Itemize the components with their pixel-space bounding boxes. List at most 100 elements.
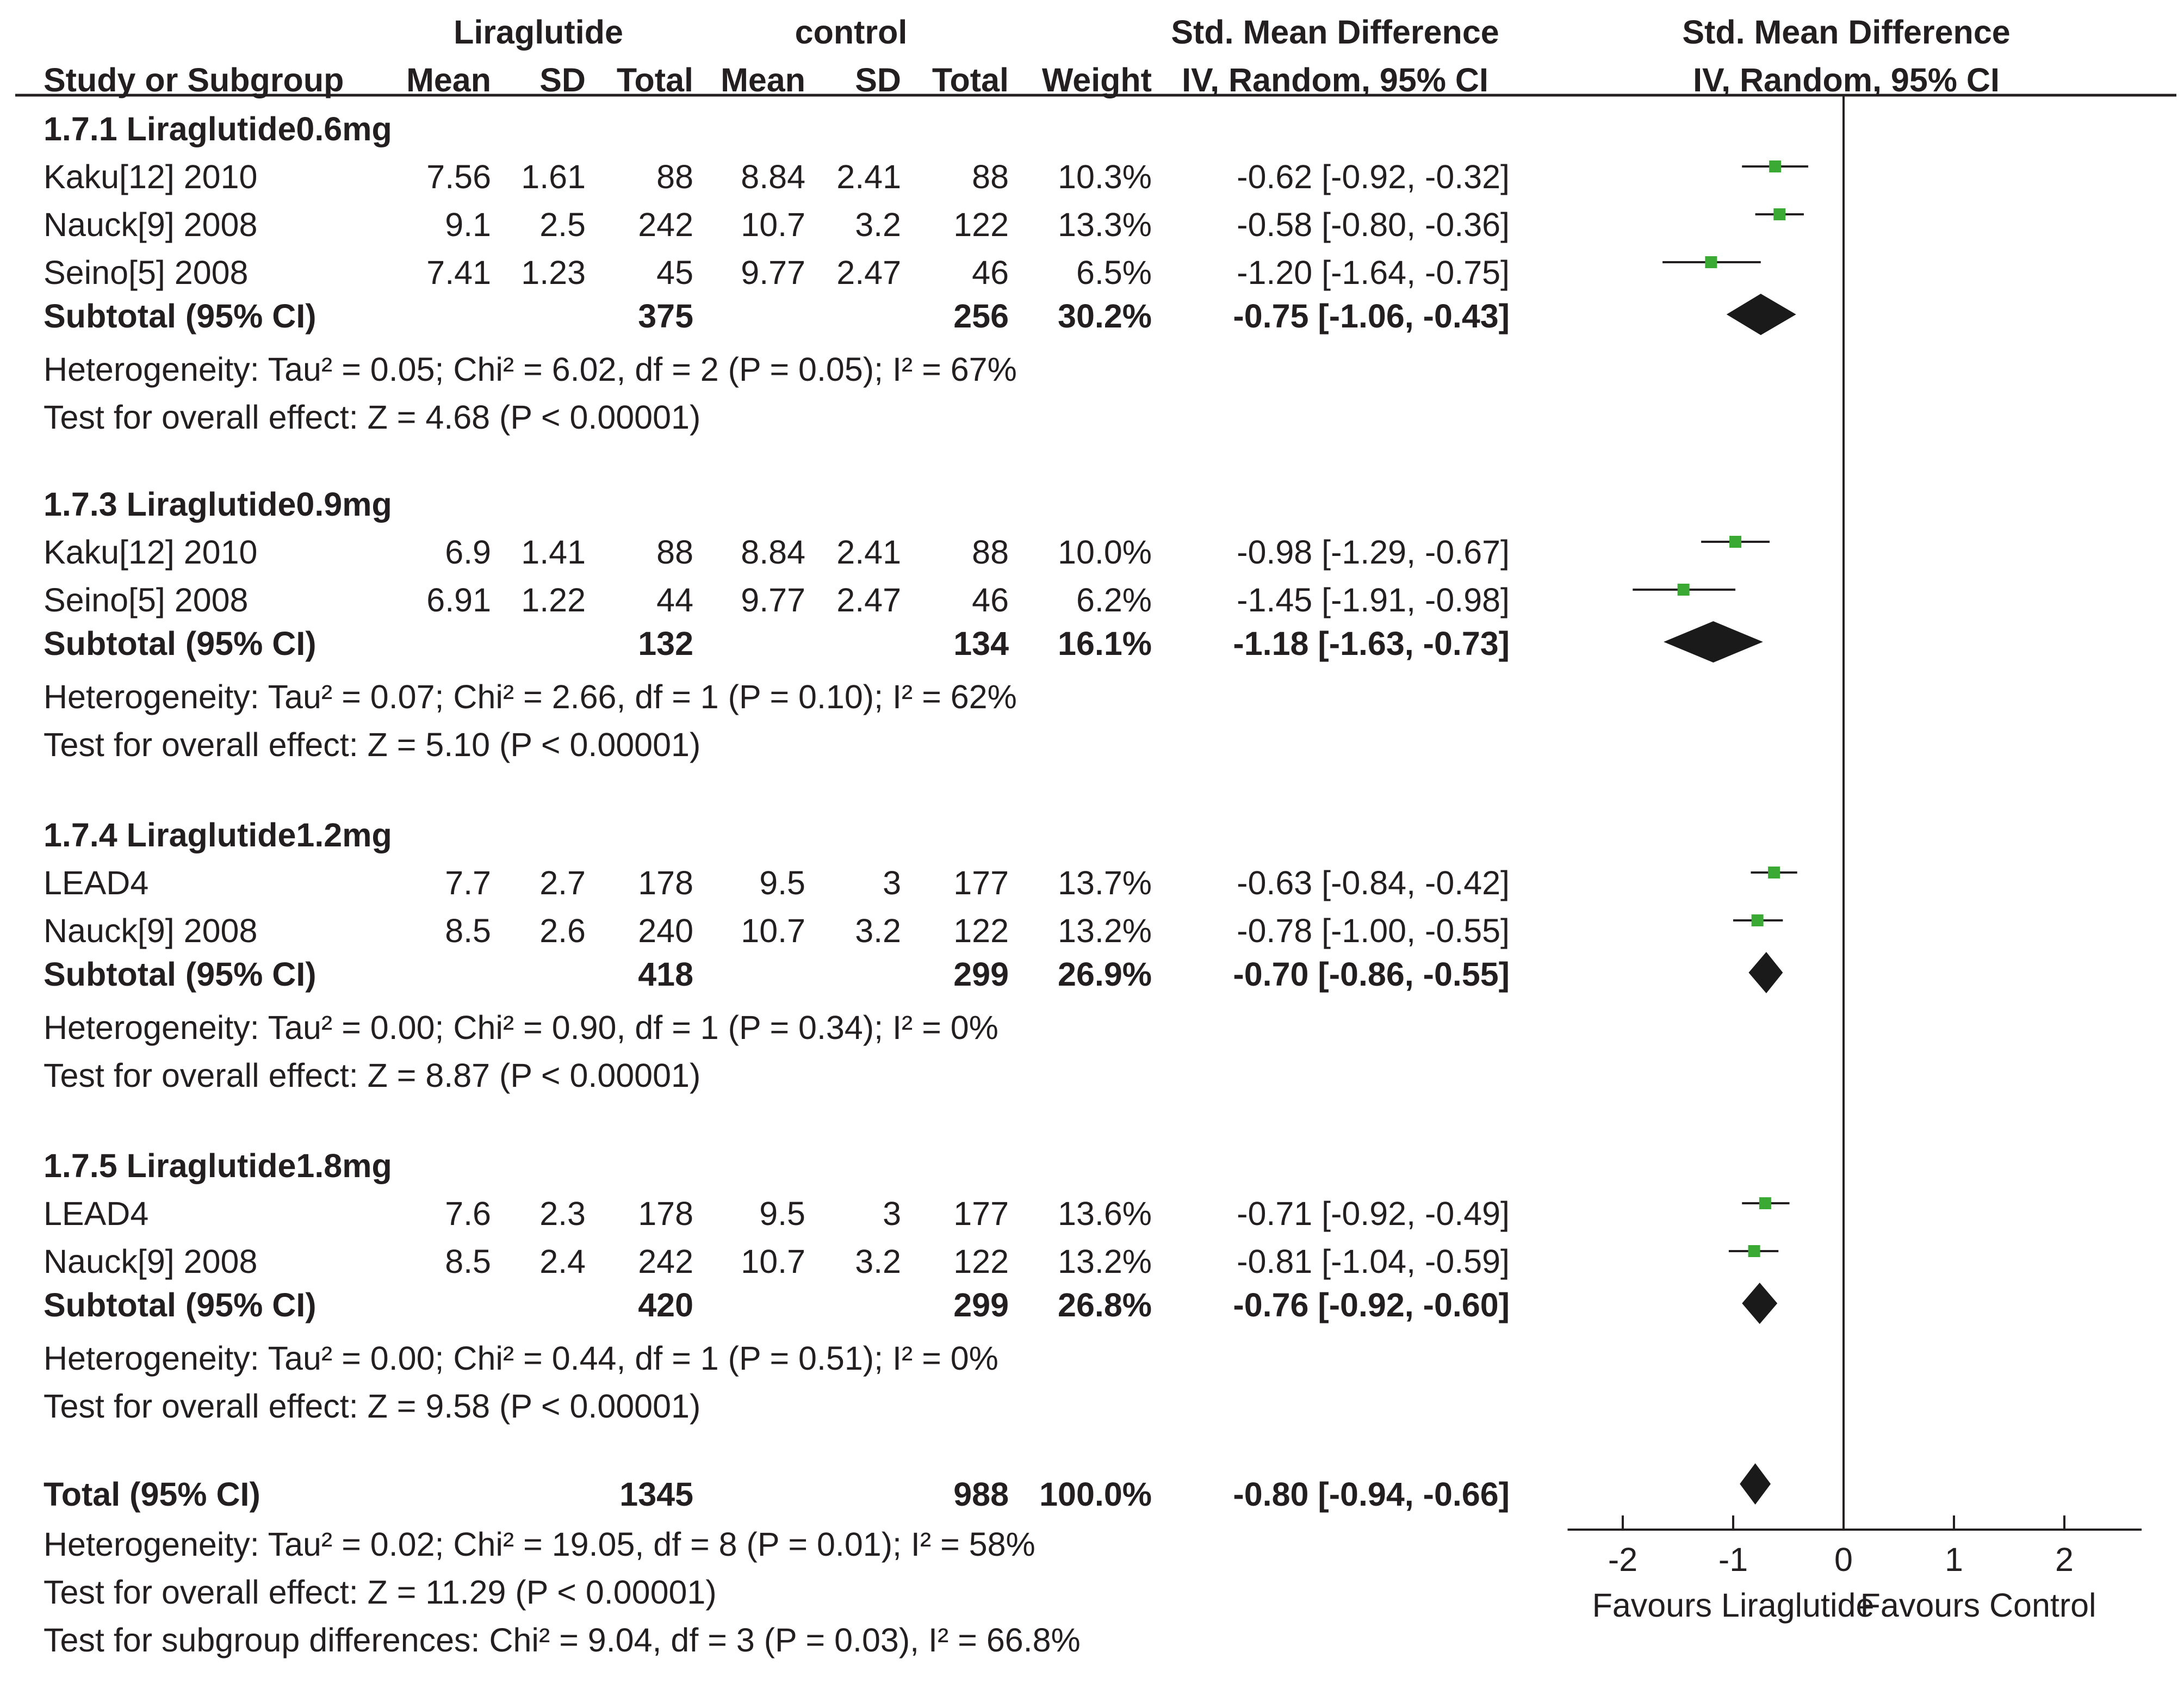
study-weight: 10.3% <box>1058 158 1152 195</box>
heterogeneity-text: Heterogeneity: Tau² = 0.05; Chi² = 6.02,… <box>44 351 1017 388</box>
subtotal-diamond <box>1742 1283 1778 1324</box>
forest-rows: 1.7.1 Liraglutide0.6mg Kaku[12] 2010 7.56 1… <box>44 110 1809 1659</box>
subtotal-diamond <box>1726 294 1796 335</box>
study-total-control: 122 <box>953 206 1009 243</box>
study-mean-liraglutide: 8.5 <box>445 1243 491 1280</box>
total-weight: 100.0% <box>1039 1476 1152 1513</box>
col-header-sd2: SD <box>855 61 901 98</box>
study-total-liraglutide: 240 <box>638 912 693 949</box>
study-mean-control: 10.7 <box>741 912 805 949</box>
study-name: Seino[5] 2008 <box>44 254 248 291</box>
x-axis-tick-label: 2 <box>2055 1541 2074 1578</box>
subtotal-diamond <box>1664 621 1763 663</box>
group2-header: control <box>795 14 908 51</box>
total-label: Total (95% CI) <box>44 1476 260 1513</box>
study-name: Nauck[9] 2008 <box>44 206 257 243</box>
study-total-control: 177 <box>953 864 1009 901</box>
study-total-liraglutide: 178 <box>638 864 693 901</box>
col-header-total2: Total <box>932 61 1009 98</box>
favours-left-label: Favours Liraglutide <box>1592 1587 1875 1624</box>
total-smd-ci: -0.80 [-0.94, -0.66] <box>1233 1476 1510 1513</box>
total-control: 988 <box>953 1476 1009 1513</box>
study-name: Nauck[9] 2008 <box>44 912 257 949</box>
smd-column-title: Std. Mean Difference <box>1171 14 1499 51</box>
study-total-control: 88 <box>972 158 1009 195</box>
subtotal-total-liraglutide: 418 <box>638 956 693 993</box>
study-marker <box>1768 867 1780 878</box>
subtotal-smd-ci: -0.70 [-0.86, -0.55] <box>1233 956 1510 993</box>
subgroup-title: 1.7.5 Liraglutide1.8mg <box>44 1147 392 1184</box>
study-mean-liraglutide: 7.6 <box>445 1195 491 1232</box>
study-sd-liraglutide: 1.61 <box>521 158 586 195</box>
study-mean-liraglutide: 7.7 <box>445 864 491 901</box>
study-mean-control: 8.84 <box>741 534 805 571</box>
col-header-weight: Weight <box>1042 61 1152 98</box>
study-sd-liraglutide: 1.23 <box>521 254 586 291</box>
overall-effect-text: Test for overall effect: Z = 8.87 (P < 0… <box>44 1057 700 1094</box>
x-axis-tick-label: -2 <box>1608 1541 1637 1578</box>
study-weight: 13.2% <box>1058 1243 1152 1280</box>
smd-column-method: IV, Random, 95% CI <box>1182 61 1488 98</box>
subtotal-label: Subtotal (95% CI) <box>44 298 317 335</box>
study-smd-ci: -1.45 [-1.91, -0.98] <box>1237 581 1510 618</box>
study-total-control: 122 <box>953 912 1009 949</box>
x-axis-tick-label: -1 <box>1718 1541 1748 1578</box>
col-header-total1: Total <box>617 61 693 98</box>
heterogeneity-text: Heterogeneity: Tau² = 0.00; Chi² = 0.90,… <box>44 1009 998 1046</box>
study-mean-control: 10.7 <box>741 1243 805 1280</box>
study-weight: 6.5% <box>1076 254 1152 291</box>
heterogeneity-text: Heterogeneity: Tau² = 0.00; Chi² = 0.44,… <box>44 1340 998 1377</box>
study-total-control: 46 <box>972 581 1009 618</box>
study-marker <box>1751 914 1764 926</box>
study-smd-ci: -0.58 [-0.80, -0.36] <box>1237 206 1510 243</box>
study-smd-ci: -0.63 [-0.84, -0.42] <box>1237 864 1510 901</box>
subtotal-weight: 26.8% <box>1058 1286 1152 1323</box>
subtotal-label: Subtotal (95% CI) <box>44 1286 317 1323</box>
x-axis-tick-label: 1 <box>1945 1541 1963 1578</box>
study-sd-liraglutide: 2.7 <box>539 864 586 901</box>
study-sd-control: 3.2 <box>855 206 901 243</box>
study-weight: 13.7% <box>1058 864 1152 901</box>
study-total-liraglutide: 242 <box>638 1243 693 1280</box>
study-weight: 10.0% <box>1058 534 1152 571</box>
study-mean-liraglutide: 7.41 <box>426 254 491 291</box>
study-sd-control: 2.41 <box>836 534 901 571</box>
x-axis-tick-label: 0 <box>1834 1541 1853 1578</box>
study-mean-liraglutide: 8.5 <box>445 912 491 949</box>
footer-text: Heterogeneity: Tau² = 0.02; Chi² = 19.05… <box>44 1526 1035 1563</box>
study-sd-control: 3.2 <box>855 1243 901 1280</box>
subtotal-smd-ci: -1.18 [-1.63, -0.73] <box>1233 625 1510 662</box>
footer-text: Test for subgroup differences: Chi² = 9.… <box>44 1622 1081 1659</box>
study-total-liraglutide: 88 <box>656 534 693 571</box>
study-sd-liraglutide: 2.5 <box>539 206 586 243</box>
col-header-study: Study or Subgroup <box>44 61 344 98</box>
study-marker <box>1759 1197 1771 1209</box>
study-name: Nauck[9] 2008 <box>44 1243 257 1280</box>
col-header-mean1: Mean <box>406 61 491 98</box>
study-mean-control: 8.84 <box>741 158 805 195</box>
study-mean-liraglutide: 9.1 <box>445 206 491 243</box>
study-mean-control: 10.7 <box>741 206 805 243</box>
study-sd-liraglutide: 1.41 <box>521 534 586 571</box>
study-total-liraglutide: 45 <box>656 254 693 291</box>
subtotal-weight: 30.2% <box>1058 298 1152 335</box>
study-smd-ci: -0.81 [-1.04, -0.59] <box>1237 1243 1510 1280</box>
total-diamond <box>1740 1463 1771 1505</box>
study-sd-control: 3 <box>883 1195 901 1232</box>
total-liraglutide: 1345 <box>619 1476 693 1513</box>
study-name: LEAD4 <box>44 864 148 901</box>
study-total-liraglutide: 242 <box>638 206 693 243</box>
study-smd-ci: -0.98 [-1.29, -0.67] <box>1237 534 1510 571</box>
study-total-control: 177 <box>953 1195 1009 1232</box>
study-marker <box>1677 584 1690 596</box>
footer-text: Test for overall effect: Z = 11.29 (P < … <box>44 1574 717 1611</box>
study-mean-control: 9.77 <box>741 581 805 618</box>
subtotal-total-control: 299 <box>953 956 1009 993</box>
study-mean-liraglutide: 6.91 <box>426 581 491 618</box>
overall-effect-text: Test for overall effect: Z = 4.68 (P < 0… <box>44 399 700 436</box>
subtotal-label: Subtotal (95% CI) <box>44 956 317 993</box>
study-sd-liraglutide: 1.22 <box>521 581 586 618</box>
subtotal-total-control: 299 <box>953 1286 1009 1323</box>
